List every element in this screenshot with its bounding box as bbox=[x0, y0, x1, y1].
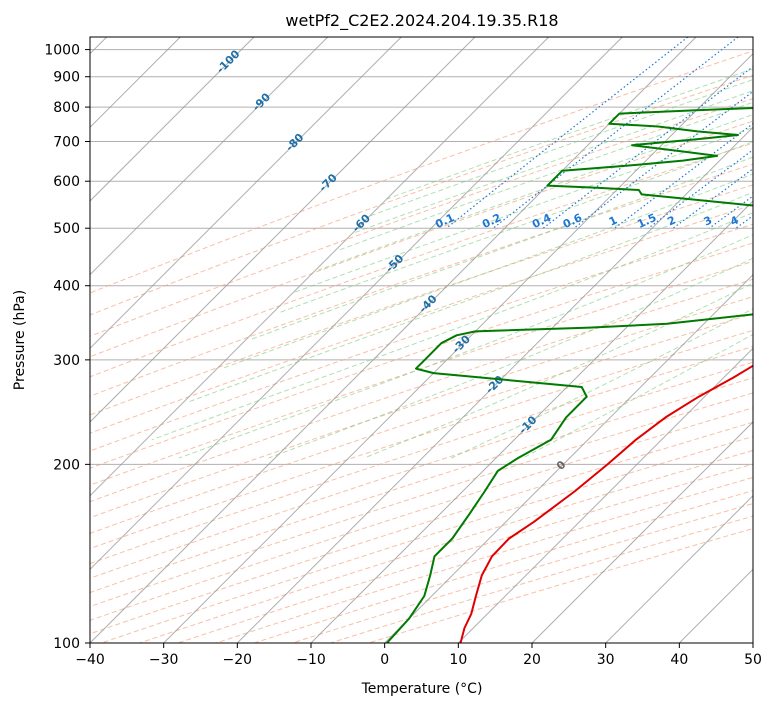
y-tick-label: 300 bbox=[53, 353, 80, 369]
x-tick-label: −20 bbox=[223, 652, 253, 668]
moist-adiabat-line bbox=[370, 79, 753, 217]
isotherm-line bbox=[90, 37, 402, 350]
y-axis-label: Pressure (hPa) bbox=[12, 290, 28, 390]
dry-adiabat-line bbox=[90, 142, 753, 378]
dry-adiabat-line bbox=[90, 278, 753, 503]
isotherm-line bbox=[90, 37, 255, 202]
dry-adiabat-line bbox=[90, 204, 753, 434]
isotherm-line bbox=[90, 37, 697, 643]
y-tick-label: 200 bbox=[53, 457, 80, 473]
isotherm-line bbox=[384, 273, 753, 643]
dewpoint-profile-line bbox=[386, 106, 753, 643]
mixing-ratio-line bbox=[542, 65, 753, 229]
isotherm-line bbox=[90, 37, 329, 276]
y-tick-label: 500 bbox=[53, 221, 80, 237]
dry-adiabat-line bbox=[90, 313, 753, 534]
gridlines bbox=[90, 49, 753, 643]
dry-adiabat-line bbox=[90, 345, 753, 565]
isotherm-line bbox=[531, 421, 753, 643]
moist-adiabat-line bbox=[151, 212, 753, 441]
dry-adiabat-line bbox=[90, 163, 753, 397]
isotherm-line bbox=[90, 37, 550, 497]
y-tick-label: 100 bbox=[53, 636, 80, 652]
moist-adiabat-line bbox=[178, 234, 753, 459]
isotherm-line bbox=[310, 200, 753, 643]
y-tick-label: 700 bbox=[53, 134, 80, 150]
mixing-ratio-line bbox=[672, 167, 753, 229]
dry-adiabat-line bbox=[90, 184, 753, 416]
dry-adiabat-line bbox=[177, 463, 753, 643]
isotherm-line bbox=[163, 52, 753, 643]
y-tick-label: 1000 bbox=[44, 43, 80, 59]
dry-adiabat-line bbox=[90, 242, 753, 469]
moist-adiabat-line bbox=[451, 308, 753, 459]
chart-title: wetPf2_C2E2.2024.204.19.35.R18 bbox=[285, 11, 558, 31]
dry-adiabat-line bbox=[215, 476, 753, 643]
x-tick-label: −40 bbox=[75, 652, 105, 668]
dry-adiabat-line bbox=[90, 329, 753, 550]
x-tick-label: 20 bbox=[523, 652, 541, 668]
dry-adiabat-line bbox=[254, 490, 753, 643]
x-tick-label: 50 bbox=[744, 652, 762, 668]
isotherm-line bbox=[90, 37, 623, 571]
x-tick-label: 0 bbox=[380, 652, 389, 668]
dry-adiabat-line bbox=[90, 377, 753, 594]
x-tick-label: 40 bbox=[670, 652, 688, 668]
isotherm-line bbox=[605, 494, 753, 643]
y-tick-label: 600 bbox=[53, 174, 80, 190]
y-tick-label: 800 bbox=[53, 100, 80, 116]
x-tick-label: −10 bbox=[296, 652, 326, 668]
dry-adiabat-line bbox=[90, 361, 753, 579]
x-tick-label: 30 bbox=[597, 652, 615, 668]
isotherm-line bbox=[457, 347, 753, 643]
temperature-profile-line bbox=[459, 364, 753, 643]
y-tick-label: 900 bbox=[53, 70, 80, 86]
mixing-ratio-line bbox=[445, 37, 689, 229]
isotherm-line bbox=[90, 37, 476, 423]
dry-adiabat-line bbox=[90, 392, 753, 608]
moist-adiabat-line bbox=[352, 90, 753, 234]
dry-adiabat-line bbox=[292, 502, 753, 643]
isotherm-line bbox=[236, 126, 753, 643]
plot-frame bbox=[89, 36, 754, 644]
y-tick-label: 400 bbox=[53, 279, 80, 295]
sounding-series bbox=[386, 106, 753, 643]
x-axis-label: Temperature (°C) bbox=[361, 681, 483, 697]
y-axis-ticks: 100 200 300 400 500 600 700 800 900 1000 bbox=[44, 43, 90, 652]
x-axis-ticks: −40 −30 −20 −10 0 10 20 30 40 50 bbox=[75, 643, 762, 668]
moist-adiabat-line bbox=[188, 191, 753, 403]
x-tick-label: 10 bbox=[449, 652, 467, 668]
x-tick-label: −30 bbox=[149, 652, 179, 668]
moist-adiabat-line bbox=[339, 101, 753, 251]
